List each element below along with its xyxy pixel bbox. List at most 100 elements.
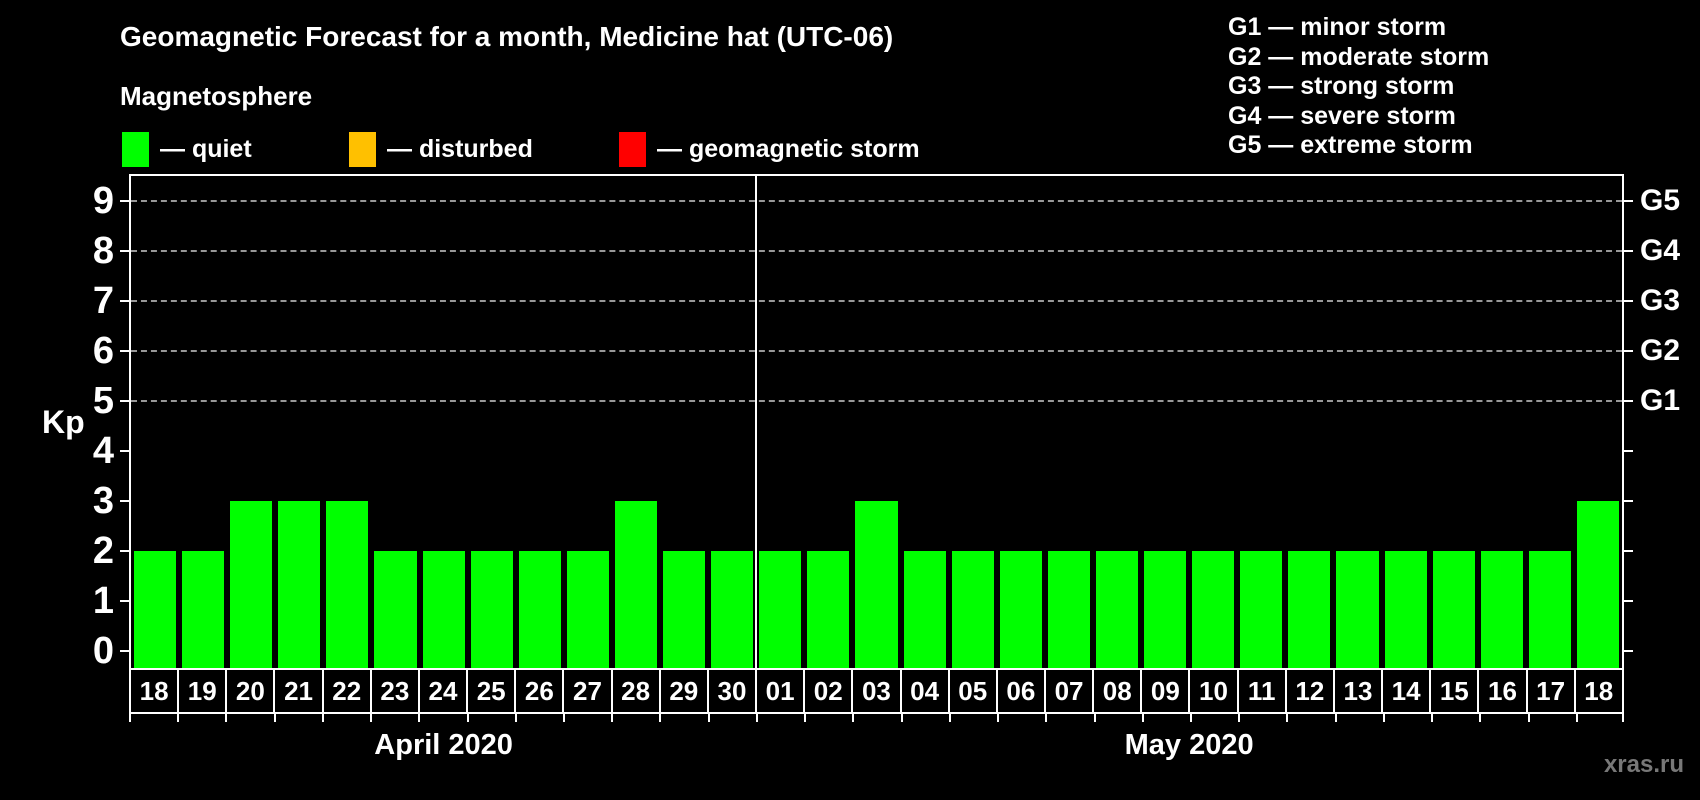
kp-bar-may-02 <box>807 551 850 668</box>
y-tick-label: 6 <box>92 330 114 372</box>
day-boundary-tick <box>1527 714 1530 722</box>
y-tick-left <box>120 650 129 652</box>
day-boundary-tick <box>177 714 180 722</box>
day-boundary-tick <box>514 714 517 722</box>
legend-item-quiet: — quiet <box>122 131 252 168</box>
day-label: 30 <box>706 668 758 714</box>
day-boundary-tick <box>563 714 566 722</box>
day-boundary-tick <box>1238 714 1241 722</box>
g-axis-label-g3: G3 <box>1640 284 1681 317</box>
y-tick-right <box>1624 650 1633 652</box>
day-boundary-tick <box>129 714 131 722</box>
y-tick-left <box>120 250 129 252</box>
day-boundary-tick <box>1093 714 1096 722</box>
y-tick-right <box>1624 350 1633 352</box>
y-tick-label: 7 <box>92 280 114 322</box>
y-tick-label: 4 <box>92 430 114 472</box>
day-label: 05 <box>947 668 998 714</box>
day-boundary-tick <box>418 714 421 722</box>
kp-bar-may-13 <box>1336 551 1379 668</box>
y-tick-label: 0 <box>92 630 114 672</box>
day-boundary-tick <box>273 714 276 722</box>
day-boundary-tick <box>755 714 758 722</box>
day-label: 14 <box>1381 668 1432 714</box>
y-tick-left <box>120 500 129 502</box>
y-tick-right <box>1624 450 1633 452</box>
kp-bar-april-22 <box>326 501 369 668</box>
g-legend-line-g2: G2 — moderate storm <box>1228 42 1490 71</box>
y-tick-right <box>1624 250 1633 252</box>
kp-bar-april-24 <box>422 551 465 668</box>
y-tick-right <box>1624 400 1633 402</box>
day-boundary-tick <box>659 714 662 722</box>
y-tick-right <box>1624 600 1633 602</box>
kp-bar-may-01 <box>759 551 802 668</box>
day-boundary-tick <box>1479 714 1482 722</box>
kp-bar-may-16 <box>1480 551 1523 668</box>
day-label: 29 <box>658 668 709 714</box>
day-boundary-tick <box>1286 714 1289 722</box>
gridline-kp8 <box>131 250 1622 252</box>
kp-bar-may-09 <box>1144 551 1187 668</box>
kp-bar-may-15 <box>1432 551 1475 668</box>
g-axis-label-g4: G4 <box>1640 234 1681 267</box>
day-boundary-tick <box>948 714 951 722</box>
y-tick-left <box>120 600 129 602</box>
day-boundary-tick <box>1575 714 1578 722</box>
day-boundary-tick <box>611 714 614 722</box>
day-boundary-tick <box>1045 714 1048 722</box>
day-label: 04 <box>899 668 950 714</box>
y-tick-label: 8 <box>92 230 114 272</box>
y-tick-left <box>120 550 129 552</box>
legend-item-disturbed: — disturbed <box>349 131 533 168</box>
day-label: 16 <box>1477 668 1528 714</box>
day-label: 18 <box>129 668 180 714</box>
day-label: 06 <box>995 668 1046 714</box>
g-scale-legend: G1 — minor storm G2 — moderate storm G3 … <box>1228 13 1489 161</box>
kp-bar-april-19 <box>182 551 225 668</box>
g-legend-line-g5: G5 — extreme storm <box>1228 131 1473 159</box>
plot-top-border <box>129 174 1624 176</box>
kp-bar-may-11 <box>1240 551 1283 668</box>
right-axis-line <box>1622 174 1624 668</box>
day-boundary-tick <box>1334 714 1337 722</box>
y-tick-label: 9 <box>92 180 114 222</box>
kp-bar-april-28 <box>614 501 658 668</box>
day-label: 27 <box>562 668 613 714</box>
kp-bar-may-18 <box>1576 501 1619 668</box>
day-label: 12 <box>1284 668 1335 714</box>
y-axis-line <box>129 174 131 668</box>
y-tick-label: 2 <box>92 530 114 572</box>
kp-bar-may-04 <box>903 551 946 668</box>
day-boundary-tick <box>804 714 807 722</box>
day-boundary-tick <box>1382 714 1385 722</box>
day-boundary-tick <box>370 714 373 722</box>
kp-bar-may-12 <box>1288 551 1331 668</box>
kp-bar-april-25 <box>470 551 513 668</box>
y-tick-left <box>120 450 129 452</box>
day-boundary-tick <box>1622 714 1624 722</box>
day-boundary-tick <box>1189 714 1192 722</box>
day-boundary-tick <box>466 714 469 722</box>
kp-bar-april-20 <box>230 501 273 668</box>
gridline-kp7 <box>131 300 1622 302</box>
g-legend-line-g1: G1 — minor storm <box>1228 13 1447 41</box>
gridline-kp5 <box>131 400 1622 402</box>
day-label: 10 <box>1188 668 1239 714</box>
day-boundary-tick <box>1141 714 1144 722</box>
kp-bar-may-03 <box>855 501 898 668</box>
kp-bar-may-05 <box>951 551 994 668</box>
gridline-kp9 <box>131 200 1622 202</box>
y-tick-label: 3 <box>92 480 114 522</box>
day-label: 11 <box>1236 668 1287 714</box>
legend-label-storm: — geomagnetic storm <box>657 135 920 163</box>
legend-label-quiet: — quiet <box>160 135 252 163</box>
day-label: 13 <box>1332 668 1384 714</box>
day-label: 26 <box>514 668 565 714</box>
y-axis-title: Kp <box>42 404 85 440</box>
day-label: 15 <box>1429 668 1480 714</box>
kp-bar-april-29 <box>663 551 706 668</box>
day-boundary-tick <box>321 714 324 722</box>
storm-swatch-icon <box>619 132 646 167</box>
